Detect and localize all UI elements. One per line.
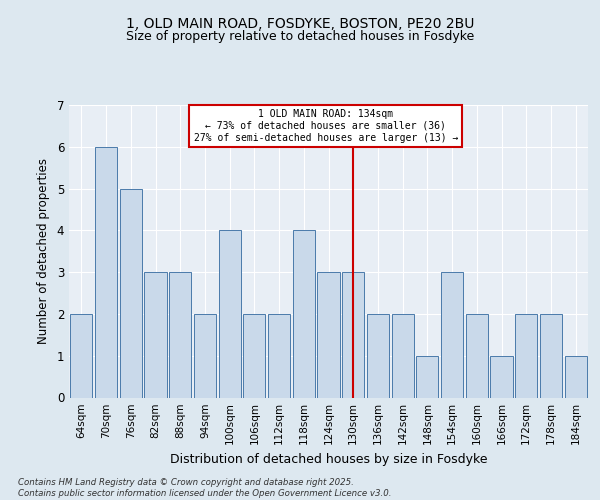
Bar [565,356,587,398]
Bar [119,188,142,398]
Bar [392,314,414,398]
Bar [515,314,538,398]
Bar [70,314,92,398]
Bar [243,314,265,398]
X-axis label: Distribution of detached houses by size in Fosdyke: Distribution of detached houses by size … [170,453,487,466]
Bar [342,272,364,398]
Bar [194,314,216,398]
Bar [293,230,315,398]
Text: 1, OLD MAIN ROAD, FOSDYKE, BOSTON, PE20 2BU: 1, OLD MAIN ROAD, FOSDYKE, BOSTON, PE20 … [126,18,474,32]
Bar [268,314,290,398]
Bar [95,147,117,398]
Bar [416,356,439,398]
Bar [145,272,167,398]
Bar [466,314,488,398]
Y-axis label: Number of detached properties: Number of detached properties [37,158,50,344]
Bar [169,272,191,398]
Bar [218,230,241,398]
Bar [441,272,463,398]
Text: Size of property relative to detached houses in Fosdyke: Size of property relative to detached ho… [126,30,474,43]
Bar [317,272,340,398]
Text: Contains HM Land Registry data © Crown copyright and database right 2025.
Contai: Contains HM Land Registry data © Crown c… [18,478,392,498]
Bar [540,314,562,398]
Bar [367,314,389,398]
Text: 1 OLD MAIN ROAD: 134sqm
← 73% of detached houses are smaller (36)
27% of semi-de: 1 OLD MAIN ROAD: 134sqm ← 73% of detache… [194,110,458,142]
Bar [490,356,512,398]
